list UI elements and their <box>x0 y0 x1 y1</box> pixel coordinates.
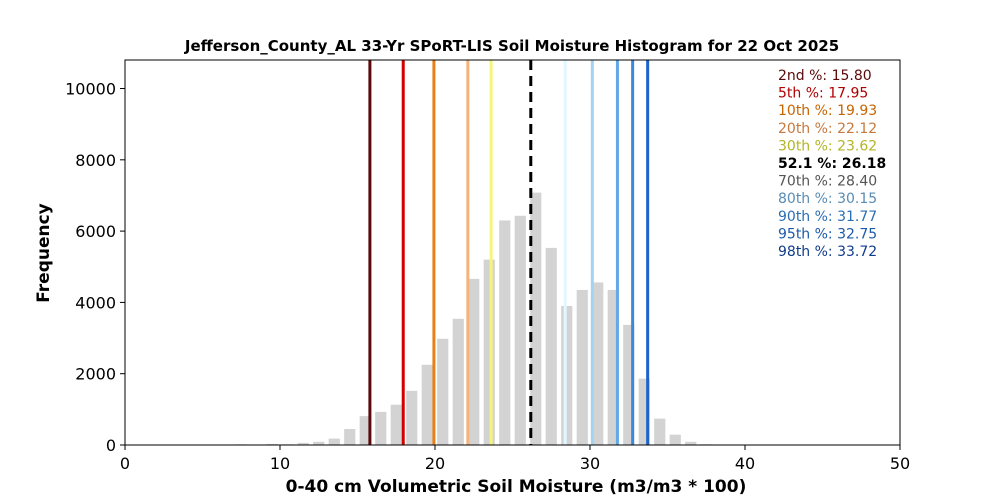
histogram-bar <box>329 439 340 445</box>
histogram-bar <box>546 248 557 445</box>
histogram-bar <box>484 260 495 445</box>
histogram-bar <box>453 319 464 445</box>
legend-entry: 5th %: 17.95 <box>778 86 868 102</box>
legend-entry: 10th %: 19.93 <box>778 103 877 119</box>
histogram-bar <box>344 429 355 445</box>
legend-entry: 70th %: 28.40 <box>778 174 877 190</box>
legend-entry: 2nd %: 15.80 <box>778 68 872 84</box>
legend-entry: 90th %: 31.77 <box>778 209 877 225</box>
histogram-bar <box>391 405 402 445</box>
x-tick-label: 20 <box>425 454 445 473</box>
legend-entry: 20th %: 22.12 <box>778 121 877 137</box>
chart-title: Jefferson_County_AL 33-Yr SPoRT-LIS Soil… <box>184 37 839 55</box>
y-axis-ticks: 0 2000 4000 6000 8000 10000 <box>65 80 125 455</box>
histogram-bar <box>499 220 510 445</box>
bars-layer <box>236 193 712 445</box>
histogram-bar <box>561 306 572 445</box>
y-tick-label: 4000 <box>75 293 116 312</box>
x-tick-label: 50 <box>890 454 910 473</box>
x-tick-label: 10 <box>270 454 290 473</box>
histogram-bar <box>437 339 448 445</box>
histogram-bar <box>670 435 681 445</box>
x-tick-label: 40 <box>735 454 755 473</box>
x-axis-ticks: 0 10 20 30 40 50 <box>120 445 910 473</box>
histogram-bar <box>375 412 386 445</box>
x-tick-label: 0 <box>120 454 130 473</box>
histogram-bar <box>468 279 479 445</box>
legend-entry: 95th %: 32.75 <box>778 226 877 242</box>
legend-entry: 98th %: 33.72 <box>778 244 877 260</box>
y-tick-label: 0 <box>106 436 116 455</box>
x-tick-label: 30 <box>580 454 600 473</box>
histogram-bar <box>422 365 433 445</box>
x-axis-label: 0-40 cm Volumetric Soil Moisture (m3/m3 … <box>286 477 747 497</box>
histogram-bar <box>577 290 588 445</box>
legend-entry: 80th %: 30.15 <box>778 191 877 207</box>
y-tick-label: 8000 <box>75 151 116 170</box>
y-tick-label: 6000 <box>75 222 116 241</box>
histogram-bar <box>515 216 526 445</box>
histogram-bar <box>406 391 417 445</box>
y-axis-label: Frequency <box>34 203 54 303</box>
histogram-bar <box>654 419 665 445</box>
y-tick-label: 2000 <box>75 365 116 384</box>
histogram-bar <box>592 282 603 445</box>
legend-entry: 52.1 %: 26.18 <box>778 156 886 172</box>
legend-entry: 30th %: 23.62 <box>778 138 877 154</box>
y-tick-label: 10000 <box>65 80 116 99</box>
